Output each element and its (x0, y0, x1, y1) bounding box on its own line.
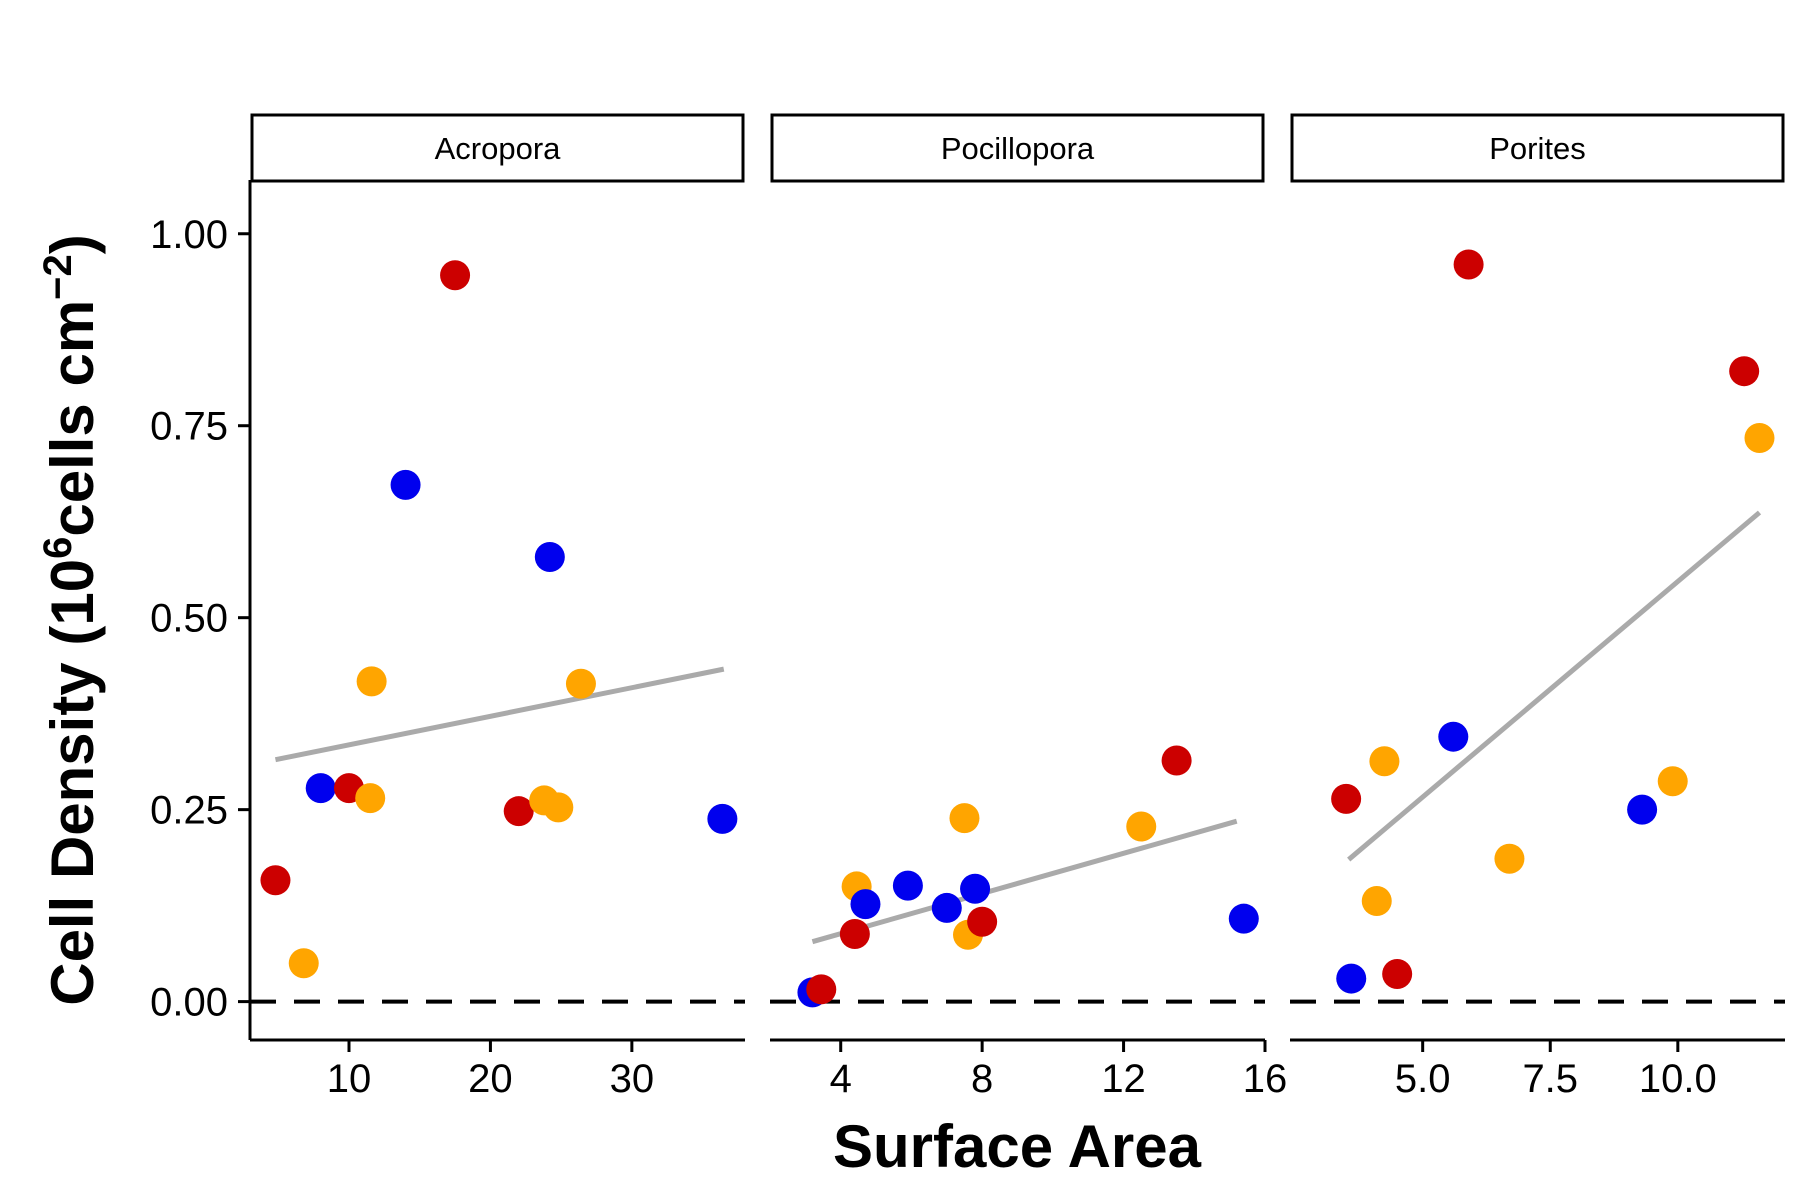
data-point-orange (1369, 746, 1400, 777)
data-point-orange (1494, 843, 1525, 874)
data-point-orange (543, 792, 574, 823)
facet-strip (1290, 113, 1785, 183)
y-axis-title-close: ) (39, 234, 106, 254)
x-tick-label: 12 (1101, 1057, 1146, 1101)
data-point-orange (565, 668, 596, 699)
facet-strip (770, 113, 1265, 183)
trend-line (274, 666, 725, 763)
panel-acropora: Acropora 10 20 30 (250, 113, 745, 1101)
x-tick-label: 7.5 (1522, 1057, 1578, 1101)
x-tick-label: 20 (468, 1057, 513, 1101)
data-point-blue (305, 773, 336, 804)
data-point-blue (892, 870, 923, 901)
data-point-orange (949, 803, 980, 834)
y-tick-label: 0.50 (150, 597, 228, 641)
trend-line (811, 818, 1238, 945)
y-axis-title-mid: cells cm (39, 300, 106, 537)
data-point-blue (1336, 963, 1367, 994)
data-point-red (839, 919, 870, 950)
data-point-red (1161, 745, 1192, 776)
data-point-orange (356, 666, 387, 697)
data-point-blue (390, 469, 421, 500)
panel-pocillopora: Pocillopora 4 8 12 16 (770, 113, 1288, 1101)
x-tick-label: 30 (610, 1057, 655, 1101)
data-point-blue (707, 803, 738, 834)
x-tick-label: 16 (1243, 1057, 1288, 1101)
y-axis-title-sup2: −2 (36, 254, 80, 300)
data-point-red (1453, 249, 1484, 280)
y-tick-label: 0.75 (150, 405, 228, 449)
data-point-orange (355, 783, 386, 814)
data-point-red (967, 906, 998, 937)
data-point-orange (1126, 811, 1157, 842)
facet-strip (250, 113, 745, 183)
data-point-red (503, 796, 534, 827)
data-point-red (260, 865, 291, 896)
panel-porites: Porites 5.0 7.5 10.0 (1290, 113, 1785, 1101)
facet-strip-label: Pocillopora (941, 131, 1095, 166)
x-tick-label: 5.0 (1395, 1057, 1451, 1101)
data-point-red (1382, 958, 1413, 989)
data-point-red (1331, 783, 1362, 814)
y-tick-label: 0.25 (150, 789, 228, 833)
data-point-orange (1361, 886, 1392, 917)
data-point-blue (931, 892, 962, 923)
trend-line (1347, 510, 1762, 862)
y-axis: 0.00 0.25 0.50 0.75 1.00 (150, 180, 252, 1040)
data-point-blue (534, 542, 565, 573)
data-point-red (806, 974, 837, 1005)
data-point-blue (960, 873, 991, 904)
data-point-red (440, 260, 471, 291)
data-point-blue (1438, 721, 1469, 752)
y-axis-title: Cell Density (106cells cm−2) (36, 234, 106, 1006)
data-point-orange (288, 948, 319, 979)
facet-strip-label: Porites (1489, 131, 1585, 166)
data-point-blue (1228, 903, 1259, 934)
x-tick-label: 8 (971, 1057, 993, 1101)
x-tick-label: 10 (327, 1057, 372, 1101)
facet-panels: Acropora 10 20 30 Pocillopora 4 8 12 16 Porites 5.… (250, 113, 1785, 1101)
data-point-orange (1744, 423, 1775, 453)
y-axis-title-sup1: 6 (36, 537, 80, 559)
y-axis-title-open: Cell Density (10 (39, 559, 106, 1006)
data-point-blue (1627, 794, 1658, 825)
y-tick-label: 1.00 (150, 213, 228, 257)
data-point-orange (1657, 766, 1688, 797)
y-tick-label: 0.00 (150, 981, 228, 1025)
data-point-red (1729, 356, 1760, 387)
x-tick-label: 10.0 (1639, 1057, 1717, 1101)
x-tick-label: 4 (830, 1057, 852, 1101)
x-axis-title: Surface Area (833, 1113, 1202, 1180)
facet-strip-label: Acropora (435, 131, 562, 166)
data-point-blue (850, 889, 881, 920)
